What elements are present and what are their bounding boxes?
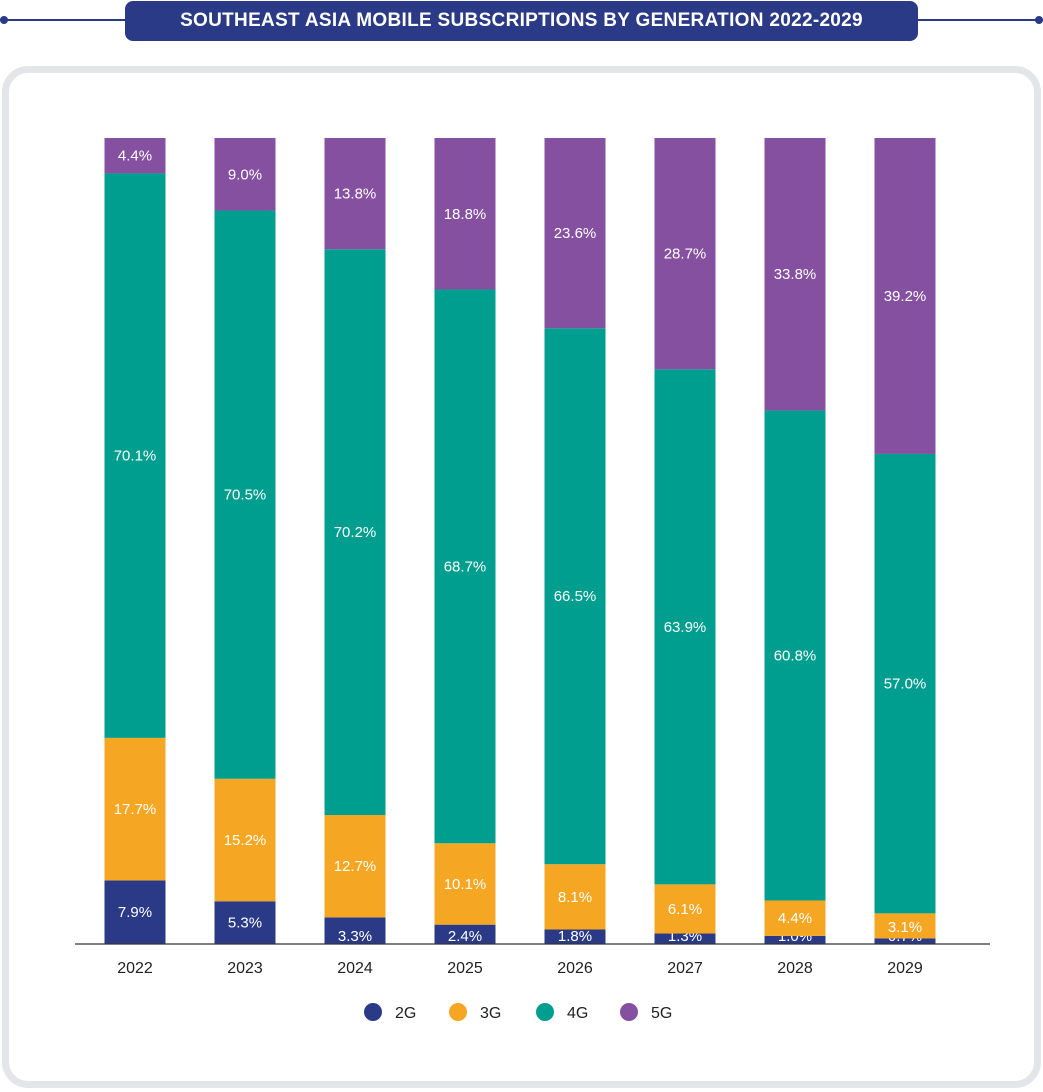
bar-group-2028: 1.0%4.4%60.8%33.8% (764, 138, 826, 945)
bar-group-2025: 2.4% 10.1% 68.7% 18.8% (434, 138, 496, 945)
data-label-5G-2022: 4.4% (118, 148, 152, 165)
x-tick-label-2025: 2025 (447, 960, 483, 977)
data-label-3G-2028: 4.4% (778, 910, 812, 927)
data-label-2G-2022: 7.9% (118, 904, 152, 921)
bar-5G-2024 (324, 138, 386, 250)
bar-4G-2024 (324, 249, 386, 816)
legend-label-3G: 3G (480, 1005, 501, 1022)
bar-group-2023: 5.3% 15.2% 70.5% 9.0% (214, 138, 276, 944)
bar-group-2026: 1.8% 8.1% 66.5% 23.6% (544, 138, 606, 945)
x-tick-label-2029: 2029 (887, 960, 923, 977)
bar-3G-2023 (214, 778, 276, 902)
data-label-5G-2029: 39.2% (884, 288, 927, 305)
x-tick-label-2023: 2023 (227, 960, 263, 977)
bar-5G-2023 (214, 138, 276, 211)
bar-3G-2024 (324, 815, 386, 918)
bar-4G-2023 (214, 210, 276, 779)
data-label-5G-2028: 33.8% (774, 266, 817, 283)
bar-4G-2026 (544, 328, 606, 865)
bar-5G-2022 (104, 138, 166, 174)
legend-label-4G: 4G (567, 1005, 588, 1022)
legend-label-2G: 2G (395, 1005, 416, 1022)
data-label-4G-2027: 63.9% (664, 619, 707, 636)
data-label-5G-2025: 18.8% (444, 206, 487, 223)
data-label-4G-2026: 66.5% (554, 588, 597, 605)
data-label-3G-2023: 15.2% (224, 832, 267, 849)
data-label-2G-2023: 5.3% (228, 915, 262, 932)
chart-title: SOUTHEAST ASIA MOBILE SUBSCRIPTIONS BY G… (125, 1, 918, 41)
legend: 2G 3G 4G 5G (364, 1003, 672, 1022)
chart-panel (2, 66, 1041, 1088)
x-tick-label-2024: 2024 (337, 960, 373, 977)
legend-label-5G: 5G (651, 1005, 672, 1022)
data-label-4G-2028: 60.8% (774, 647, 817, 664)
data-label-3G-2029: 3.1% (888, 919, 922, 936)
bar-3G-2025 (434, 843, 496, 925)
bar-2G-2029 (874, 938, 936, 944)
data-label-3G-2024: 12.7% (334, 858, 377, 875)
data-label-4G-2029: 57.0% (884, 676, 927, 693)
data-label-2G-2026: 1.8% (558, 928, 592, 945)
bar-2G-2023 (214, 901, 276, 944)
bar-2G-2028 (764, 935, 826, 944)
x-tick-label-2026: 2026 (557, 960, 593, 977)
legend-swatch-3G (449, 1003, 467, 1021)
legend-swatch-2G (364, 1003, 382, 1021)
data-label-5G-2023: 9.0% (228, 166, 262, 183)
bar-2G-2024 (324, 917, 386, 944)
bar-4G-2029 (874, 453, 936, 914)
bar-3G-2027 (654, 884, 716, 934)
bar-2G-2022 (104, 880, 166, 944)
data-label-5G-2024: 13.8% (334, 186, 377, 203)
bar-3G-2026 (544, 864, 606, 930)
bar-5G-2027 (654, 138, 716, 370)
bar-3G-2029 (874, 913, 936, 939)
x-tick-label-2027: 2027 (667, 960, 703, 977)
data-label-3G-2025: 10.1% (444, 876, 487, 893)
bar-group-2024: 3.3% 12.7% 70.2% 13.8% (324, 138, 386, 945)
bar-5G-2029 (874, 138, 936, 454)
legend-swatch-4G (536, 1003, 554, 1021)
bar-4G-2028 (764, 410, 826, 901)
title-rule-dot-right (1035, 16, 1043, 24)
legend-swatch-5G (620, 1003, 638, 1021)
data-label-5G-2027: 28.7% (664, 246, 707, 263)
bar-group-2029: 0.7%3.1%57.0%39.2% (874, 138, 936, 945)
bar-4G-2022 (104, 173, 166, 738)
bar-group-2027: 1.3%6.1%63.9%28.7% (654, 138, 716, 945)
bar-2G-2027 (654, 933, 716, 944)
bar-3G-2028 (764, 900, 826, 936)
bar-5G-2026 (544, 138, 606, 329)
title-rule-dot-left (0, 16, 8, 24)
data-label-3G-2022: 17.7% (114, 801, 157, 818)
bar-4G-2027 (654, 369, 716, 885)
bar-5G-2025 (434, 138, 496, 290)
data-label-4G-2024: 70.2% (334, 524, 377, 541)
data-label-5G-2026: 23.6% (554, 225, 597, 242)
bar-group-2022: 7.9% 17.7% 70.1% 4.4% (104, 138, 166, 944)
data-label-4G-2023: 70.5% (224, 487, 267, 504)
bar-4G-2025 (434, 289, 496, 844)
data-label-2G-2025: 2.4% (448, 928, 482, 945)
data-label-4G-2025: 68.7% (444, 558, 487, 575)
data-label-3G-2026: 8.1% (558, 889, 592, 906)
data-label-2G-2024: 3.3% (338, 928, 372, 945)
bar-2G-2025 (434, 924, 496, 944)
bar-2G-2026 (544, 929, 606, 944)
bar-3G-2022 (104, 737, 166, 881)
data-label-3G-2027: 6.1% (668, 901, 702, 918)
bar-5G-2028 (764, 138, 826, 411)
data-label-4G-2022: 70.1% (114, 448, 157, 465)
x-tick-label-2022: 2022 (117, 960, 153, 977)
x-tick-label-2028: 2028 (777, 960, 813, 977)
